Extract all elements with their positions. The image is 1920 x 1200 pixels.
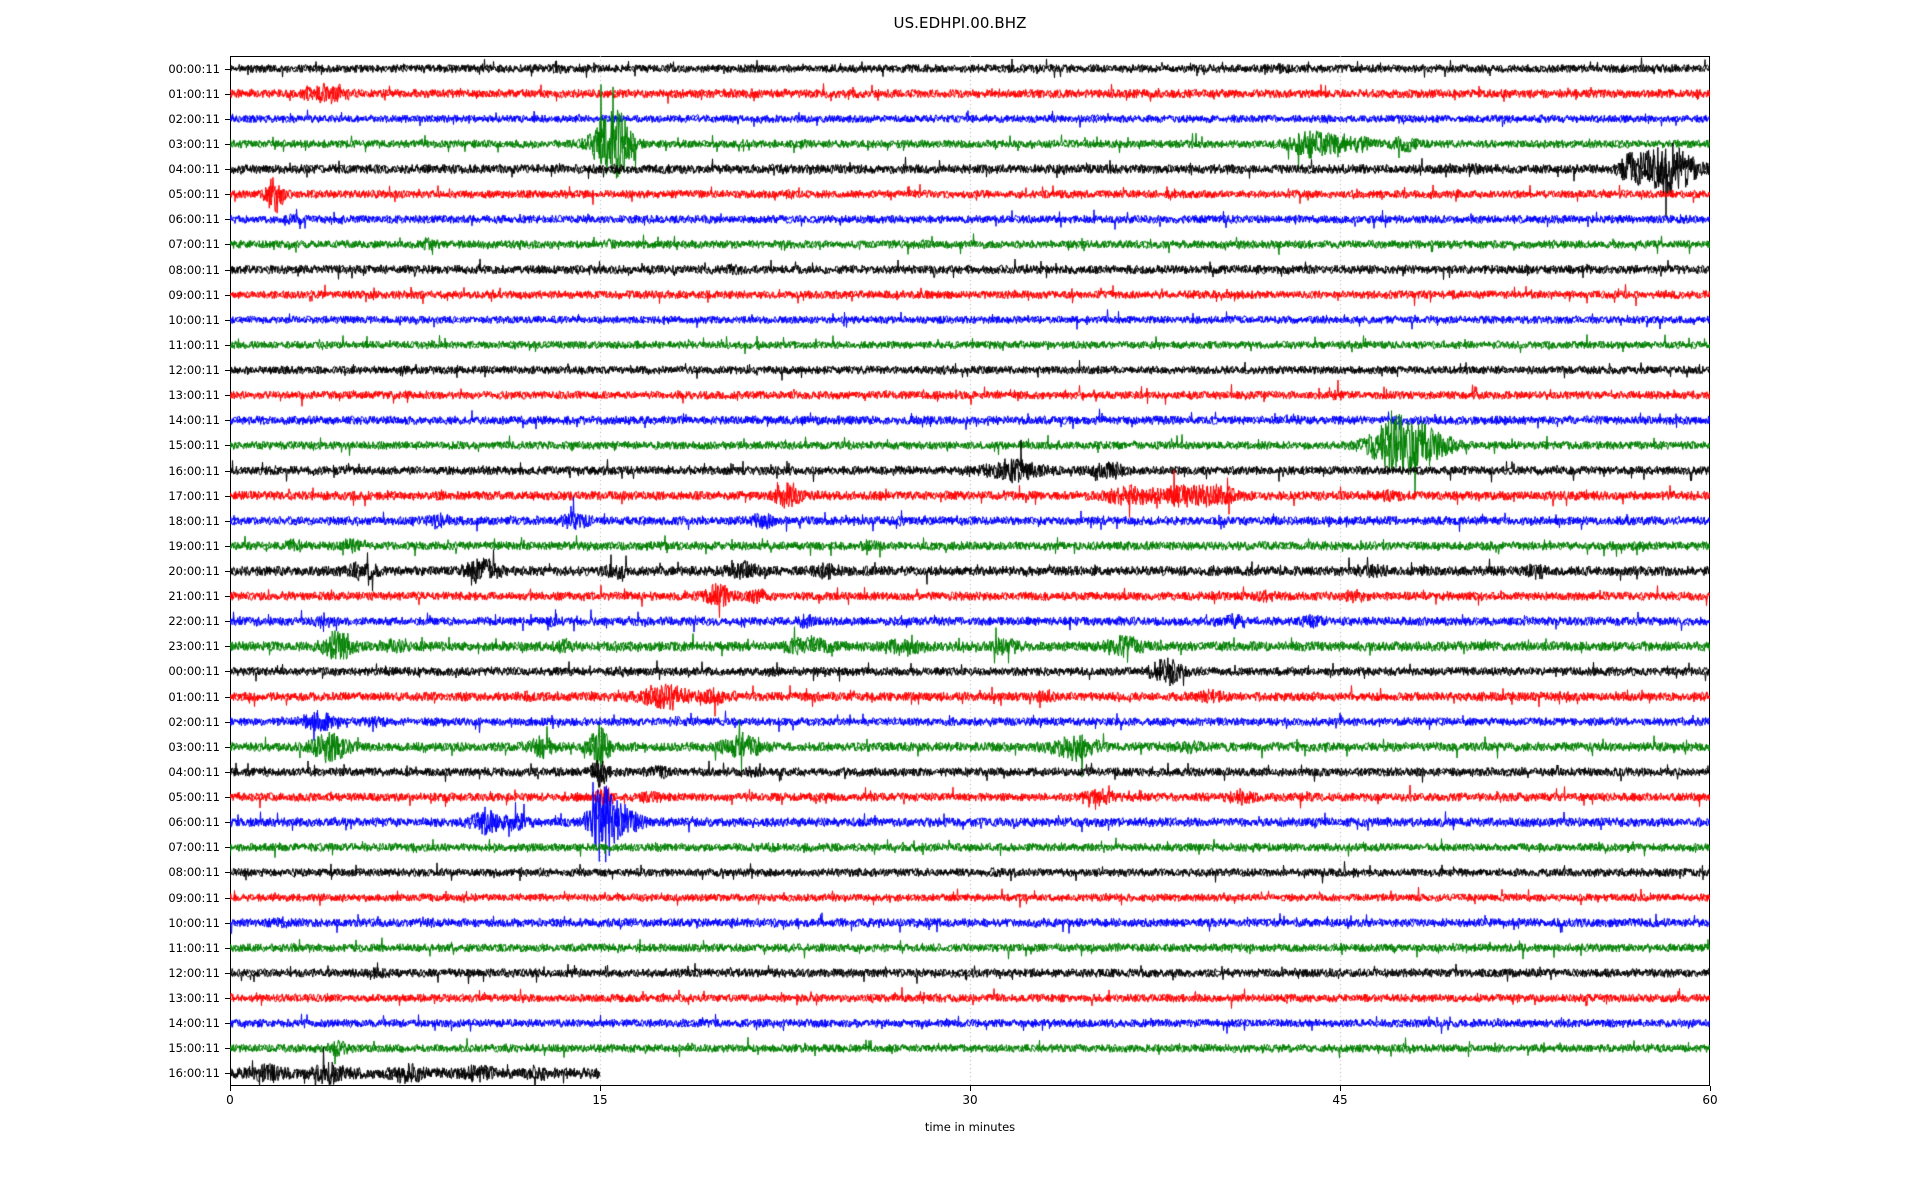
y-axis-tick-label: 11:00:11 [168,337,220,352]
y-axis-tick-mark [225,797,230,799]
y-axis-tick-label: 13:00:11 [168,388,220,403]
y-axis-tick-label: 13:00:11 [168,991,220,1006]
y-axis-tick-mark [225,319,230,321]
y-axis-tick-label: 20:00:11 [168,564,220,578]
y-axis-tick-mark [225,143,230,145]
y-axis-tick-label: 22:00:11 [168,614,220,629]
y-axis-tick-mark [225,194,230,196]
y-axis-tick-label: 09:00:11 [168,890,220,905]
y-axis-tick-label: 15:00:11 [168,1041,220,1056]
y-axis-tick-label: 03:00:11 [168,136,220,151]
y-axis-tick-mark [225,922,230,924]
y-axis-tick-label: 14:00:11 [168,1016,220,1031]
y-axis-tick-mark [225,1048,230,1050]
y-axis-tick-mark [225,445,230,447]
y-axis-tick-label: 01:00:11 [168,689,220,704]
x-axis-tick-mark [600,1086,601,1091]
y-axis-tick-mark [225,872,230,874]
y-axis-tick-label: 10:00:11 [168,312,220,327]
y-axis-tick-mark [225,746,230,748]
y-axis-tick-label: 19:00:11 [168,538,220,553]
y-axis-tick-mark [225,169,230,171]
x-axis-tick-label: 0 [226,1093,234,1107]
y-axis-tick-label: 10:00:11 [168,915,220,930]
x-axis-label: time in minutes [924,1120,1016,1134]
y-axis-tick-label: 05:00:11 [168,790,220,805]
x-axis-tick-label: 45 [1332,1093,1348,1107]
x-axis-tick-label: 60 [1702,1093,1718,1107]
y-axis-tick-label: 21:00:11 [168,589,220,604]
y-axis-tick-mark [225,294,230,296]
y-axis-tick-label: 04:00:11 [168,764,220,779]
y-axis-tick-label: 14:00:11 [168,413,220,428]
y-axis-tick-label: 15:00:11 [168,438,220,453]
y-axis-tick-label: 02:00:11 [168,111,220,126]
y-axis-tick-mark [225,621,230,623]
x-axis-tick-mark [1710,1086,1711,1091]
y-axis-tick-mark [225,495,230,497]
y-axis-tick-label: 05:00:11 [168,187,220,202]
x-axis-tick-label: 30 [962,1093,978,1107]
y-axis-tick-label: 03:00:11 [168,739,220,754]
y-axis-tick-label: 12:00:11 [168,965,220,980]
y-axis-tick-mark [225,596,230,598]
y-axis-tick-mark [225,972,230,974]
y-axis-tick-label: 18:00:11 [168,513,220,528]
y-axis-tick-mark [225,370,230,372]
y-axis-tick-mark [225,395,230,397]
y-axis-tick-label: 12:00:11 [168,363,220,378]
y-axis-tick-label: 07:00:11 [168,237,220,252]
y-axis-tick-label: 06:00:11 [168,212,220,227]
y-axis-tick-mark [225,847,230,849]
y-axis-tick-mark [225,545,230,547]
y-axis-tick-mark [225,721,230,723]
y-axis-tick-mark [225,998,230,1000]
y-axis-tick-label: 06:00:11 [168,815,220,830]
y-axis-tick-label: 00:00:11 [168,664,220,679]
x-axis-tick-label: 15 [592,1093,608,1107]
y-axis-tick-mark [225,420,230,422]
y-axis-tick-label: 16:00:11 [168,463,220,478]
y-axis-tick-label: 23:00:11 [168,639,220,654]
y-axis-tick-mark [225,646,230,648]
y-axis-tick-mark [225,344,230,346]
y-axis-tick-mark [225,68,230,70]
y-axis-tick-mark [225,219,230,221]
y-axis-tick-mark [225,947,230,949]
y-axis-tick-mark [225,244,230,246]
x-axis-tick-mark [970,1086,971,1091]
y-axis-tick-label: 16:00:11 [168,1066,220,1081]
y-axis-tick-mark [225,470,230,472]
y-axis-tick-mark [225,93,230,95]
y-axis-tick-label: 08:00:11 [168,865,220,880]
y-axis-tick-label: 09:00:11 [168,287,220,302]
y-axis-tick-mark [225,118,230,120]
y-axis-tick-mark [225,671,230,673]
x-axis-tick-mark [230,1086,231,1091]
y-axis-tick-mark [225,1023,230,1025]
seismogram-traces-canvas [230,56,1710,1086]
y-axis-tick-label: 17:00:11 [168,488,220,503]
y-axis-tick-mark [225,822,230,824]
y-axis-tick-mark [225,696,230,698]
y-axis-tick-label: 02:00:11 [168,714,220,729]
y-axis-tick-mark [225,771,230,773]
y-axis-tick-label: 04:00:11 [168,162,220,177]
y-axis-tick-mark [225,897,230,899]
y-axis-tick-mark [225,1073,230,1075]
page-title: US.EDHPI.00.BHZ [893,14,1027,32]
y-axis-tick-mark [225,520,230,522]
x-axis-tick-mark [1340,1086,1341,1091]
y-axis-tick-label: 07:00:11 [168,840,220,855]
y-axis-tick-label: 00:00:11 [168,61,220,76]
y-axis-tick-mark [225,269,230,271]
y-axis-tick-label: 11:00:11 [168,940,220,955]
y-axis-tick-label: 01:00:11 [168,86,220,101]
y-axis-tick-label: 08:00:11 [168,262,220,277]
y-axis-tick-mark [225,571,230,572]
